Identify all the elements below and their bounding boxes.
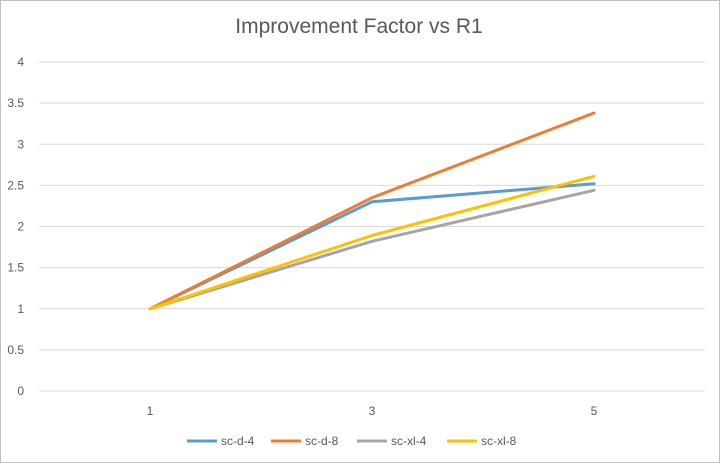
series-line-sc-xl-4 <box>148 188 596 311</box>
y-tick-label: 1 <box>17 302 24 316</box>
y-tick-label: 3 <box>17 137 24 151</box>
x-tick-label: 3 <box>369 404 376 418</box>
legend-label: sc-xl-8 <box>481 434 517 448</box>
legend-label: sc-d-4 <box>221 434 255 448</box>
legend-item-sc-d-4: sc-d-4 <box>187 434 255 448</box>
series-lines <box>148 111 596 311</box>
y-axis-ticks: 0 0.5 1 1.5 2 2.5 3 3.5 4 <box>7 55 24 398</box>
y-tick-label: 0 <box>17 384 24 398</box>
x-tick-label: 5 <box>591 404 598 418</box>
series-line-sc-xl-8 <box>148 174 596 311</box>
chart-title: Improvement Factor vs R1 <box>235 15 482 38</box>
series-line-sc-d-8 <box>148 111 596 311</box>
y-tick-label: 2.5 <box>7 178 24 192</box>
y-tick-label: 4 <box>17 55 24 69</box>
gridlines <box>39 61 705 392</box>
x-axis-ticks: 1 3 5 <box>147 404 598 418</box>
legend-label: sc-xl-4 <box>391 434 427 448</box>
legend: sc-d-4 sc-d-8 sc-xl-4 sc-xl-8 <box>187 434 517 448</box>
legend-item-sc-xl-4: sc-xl-4 <box>357 434 427 448</box>
y-tick-label: 0.5 <box>7 343 24 357</box>
y-tick-label: 3.5 <box>7 96 24 110</box>
y-tick-label: 2 <box>17 220 24 234</box>
legend-item-sc-xl-8: sc-xl-8 <box>447 434 517 448</box>
x-tick-label: 1 <box>147 404 154 418</box>
y-tick-label: 1.5 <box>7 261 24 275</box>
legend-item-sc-d-8: sc-d-8 <box>271 434 339 448</box>
legend-label: sc-d-8 <box>305 434 339 448</box>
